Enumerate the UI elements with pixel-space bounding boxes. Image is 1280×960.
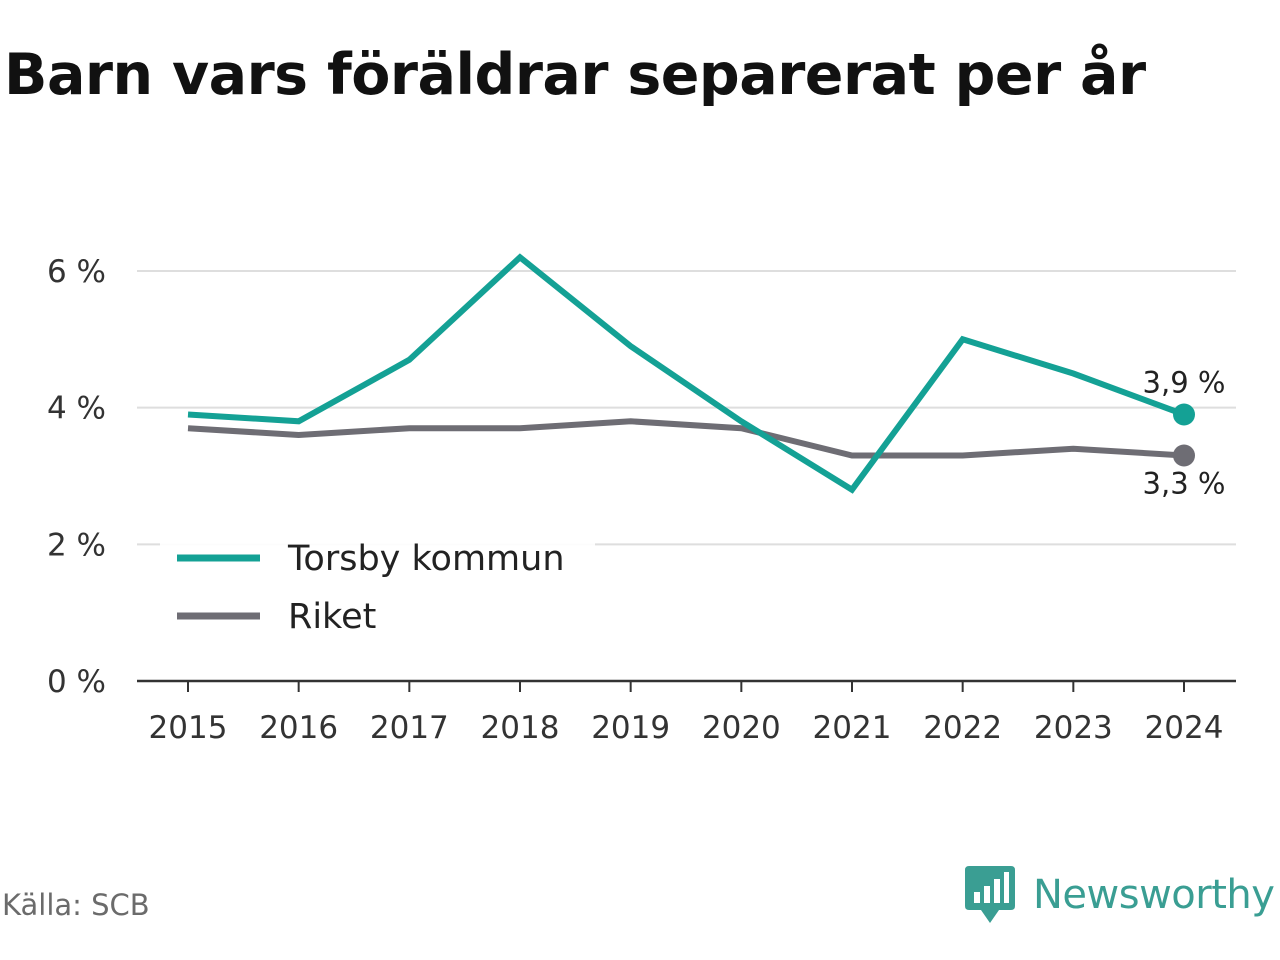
x-tick-label: 2018: [481, 710, 560, 746]
x-tick-label: 2020: [702, 710, 781, 746]
x-tick-label: 2017: [370, 710, 449, 746]
x-tick-label: 2024: [1145, 710, 1224, 746]
y-tick-label: 4 %: [47, 391, 106, 427]
newsworthy-logo-icon: [965, 866, 1015, 923]
end-value-label: 3,3 %: [1143, 467, 1226, 501]
legend-label: Riket: [288, 597, 376, 637]
x-tick-label: 2016: [259, 710, 338, 746]
legend: Torsby kommun Riket: [160, 535, 595, 653]
end-value-label: 3,9 %: [1143, 366, 1226, 400]
x-tick-label: 2019: [591, 710, 670, 746]
x-axis: 2015 2016 2017 2018 2019 2020 2021 2022 2023 2024: [137, 679, 1236, 746]
chart-title: Barn vars föräldrar separerat per år: [4, 42, 1146, 108]
x-tick-label: 2015: [149, 710, 228, 746]
brand-logo: Newsworthy: [965, 866, 1275, 924]
x-tick-label: 2023: [1034, 710, 1113, 746]
end-marker-torsby: [1173, 403, 1195, 426]
gridlines: [137, 270, 1236, 546]
x-tick-label: 2021: [813, 710, 892, 746]
y-tick-label: 0 %: [47, 664, 106, 700]
series-end-markers: 3,9 % 3,3 %: [1140, 363, 1229, 504]
series-line-riket: [187, 418, 1185, 459]
y-axis-ticks: 0 % 2 % 4 % 6 %: [47, 254, 106, 700]
series-line-torsby: [187, 253, 1186, 494]
end-marker-riket: [1173, 444, 1195, 467]
brand-name: Newsworthy: [1033, 872, 1275, 918]
source-note: Källa: SCB: [2, 888, 150, 922]
series-lines: [187, 253, 1186, 494]
y-tick-label: 6 %: [47, 254, 106, 290]
legend-label: Torsby kommun: [287, 539, 565, 579]
x-tick-label: 2022: [923, 710, 1002, 746]
y-tick-label: 2 %: [47, 527, 106, 563]
